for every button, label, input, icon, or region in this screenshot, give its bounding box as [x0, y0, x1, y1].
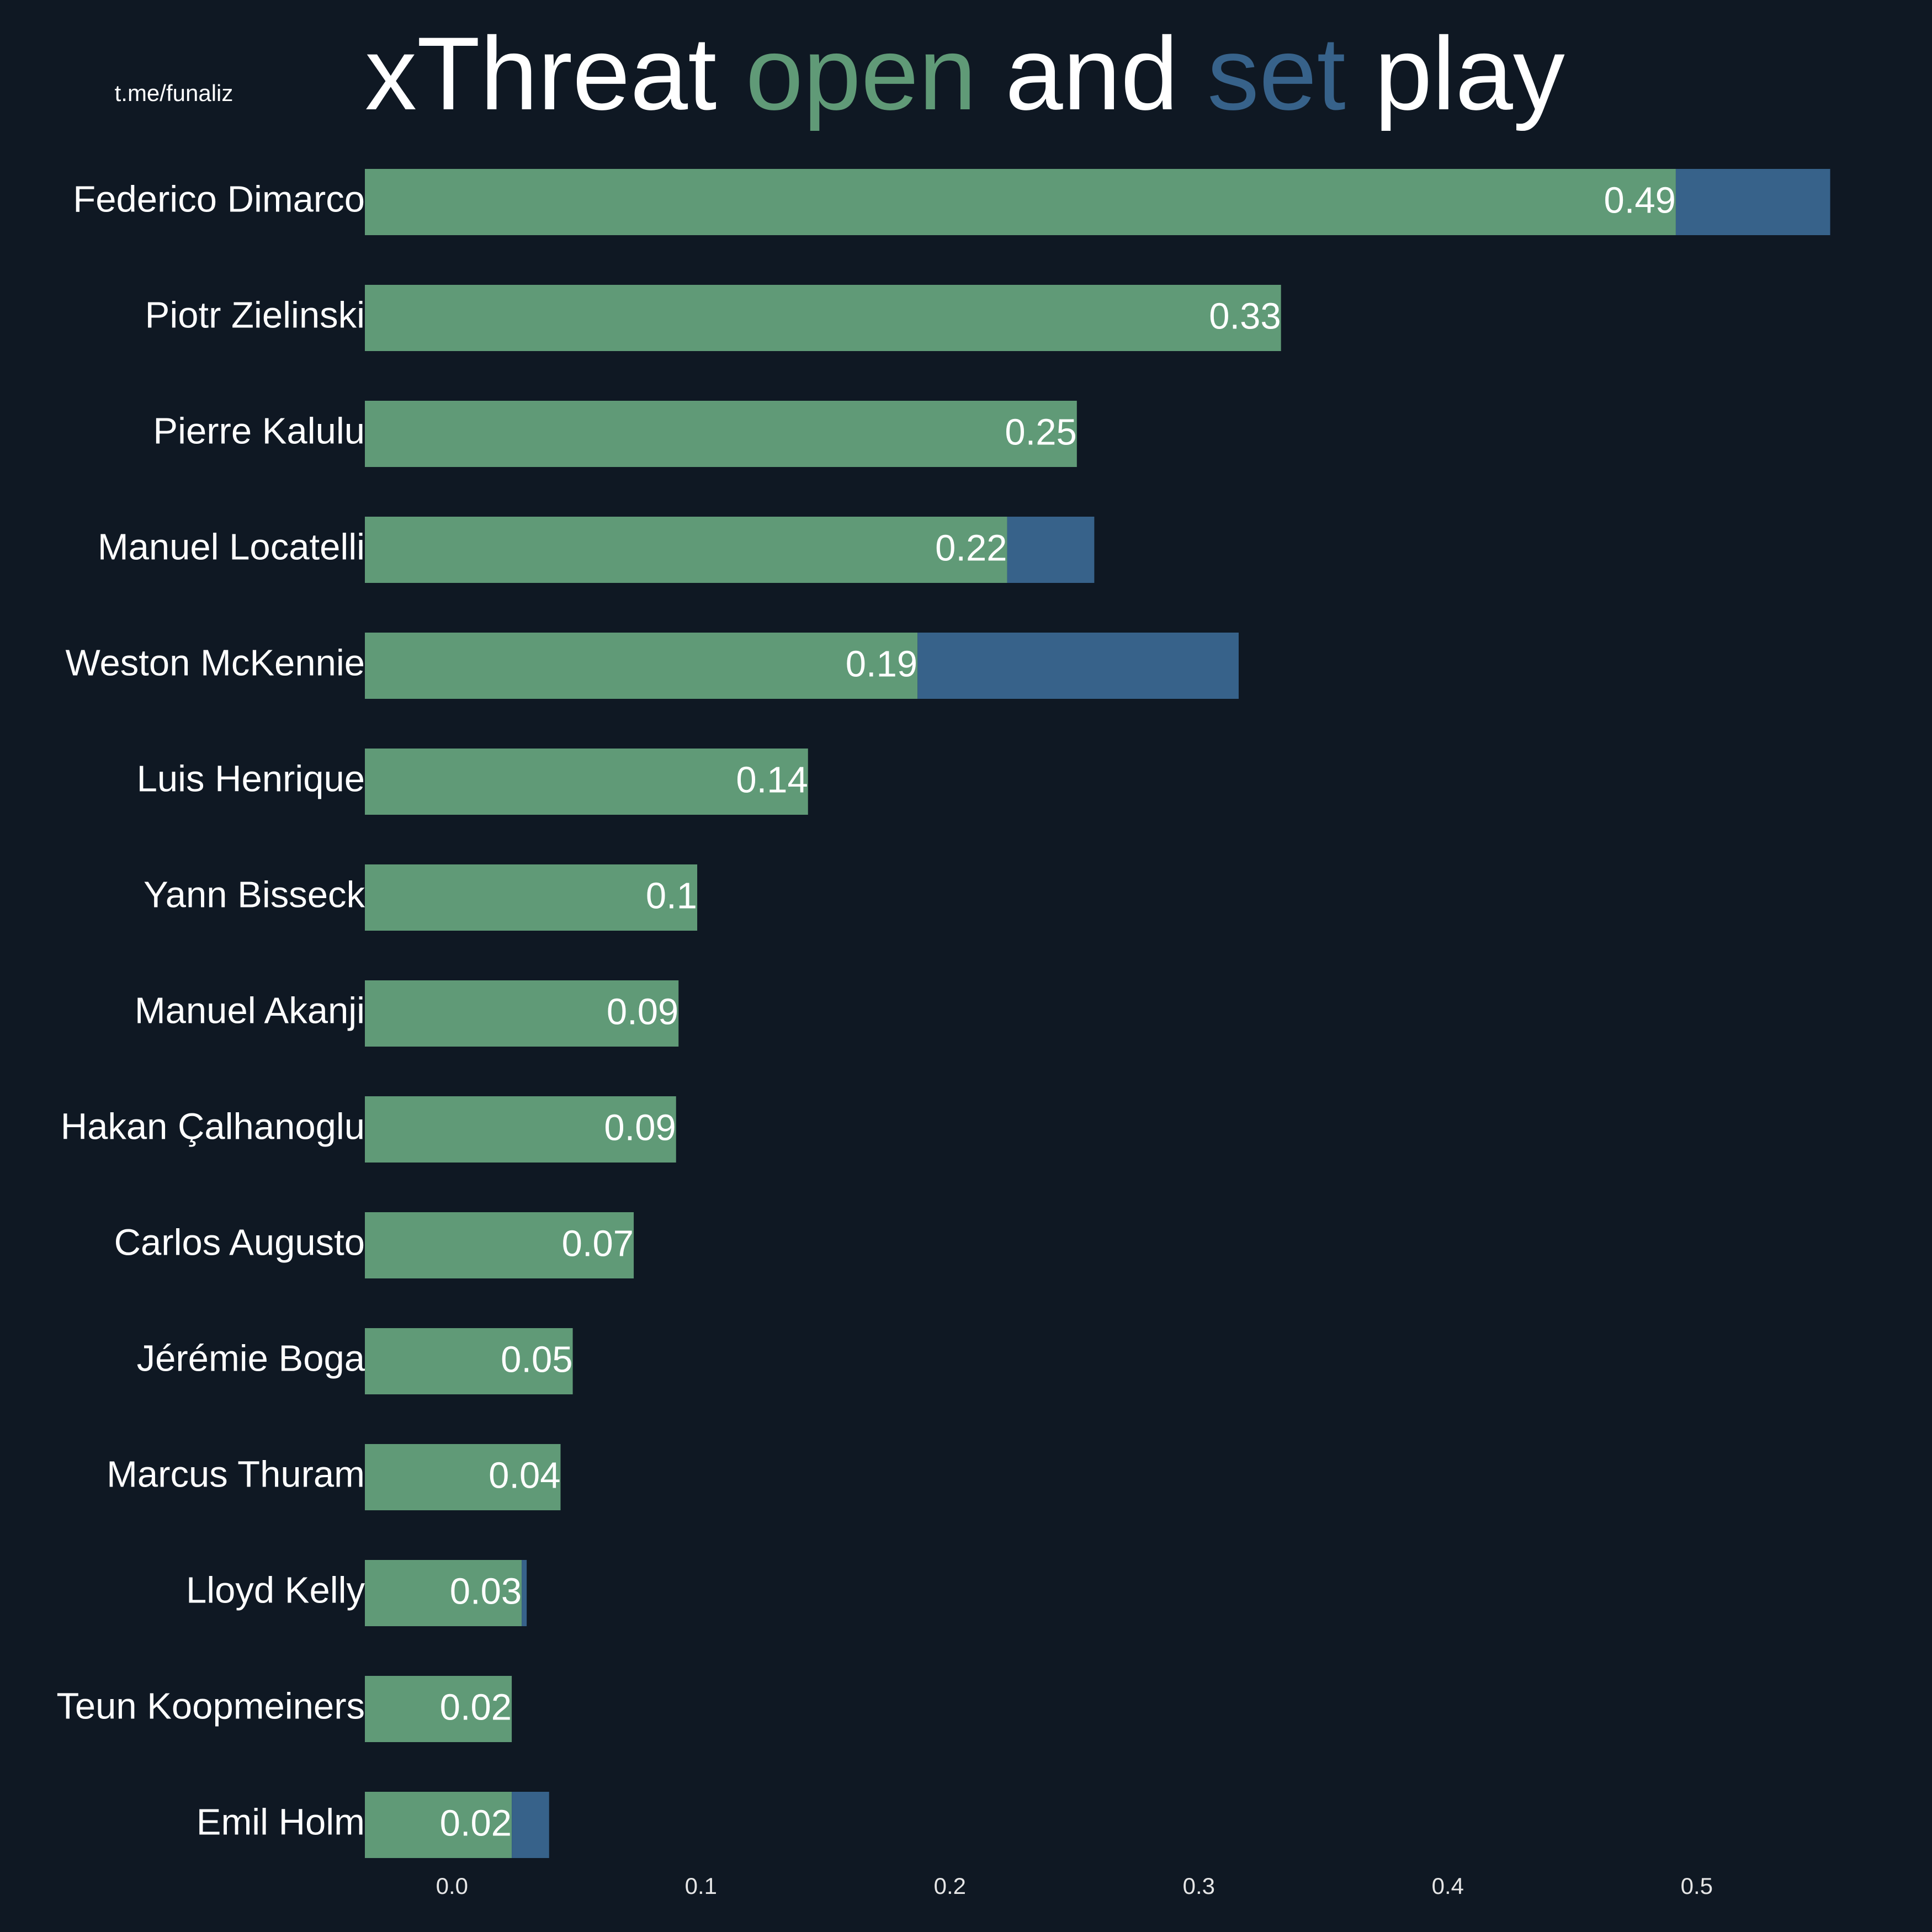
title-part: play — [1374, 15, 1565, 131]
y-tick-label: Hakan Çalhanoglu — [61, 1106, 365, 1148]
watermark: t.me/funaliz — [115, 80, 233, 106]
bar-set — [917, 633, 1239, 699]
y-tick-label: Luis Henrique — [137, 758, 365, 800]
bar-set — [512, 1792, 549, 1858]
bar-open — [365, 1560, 522, 1626]
y-tick-label: Pierre Kalulu — [153, 411, 365, 452]
bar-set — [522, 1560, 527, 1626]
value-label: 0.07 — [562, 1223, 634, 1265]
x-tick-label: 0.2 — [934, 1873, 966, 1899]
bar-open — [365, 1444, 561, 1510]
x-tick-label: 0.1 — [685, 1873, 717, 1899]
y-tick-label: Jérémie Boga — [137, 1338, 365, 1379]
value-label: 0.25 — [1005, 412, 1076, 453]
bar-set — [1007, 517, 1095, 583]
title-series-open: open — [746, 15, 976, 131]
value-label: 0.05 — [501, 1339, 572, 1381]
bar-open — [365, 1328, 573, 1394]
x-tick-label: 0.0 — [436, 1873, 468, 1899]
value-label: 0.04 — [489, 1455, 560, 1496]
y-tick-label: Yann Bisseck — [144, 874, 365, 916]
y-tick-label: Weston McKennie — [66, 643, 365, 684]
bar-open — [365, 517, 1007, 583]
bar-open — [365, 1676, 512, 1742]
y-tick-label: Lloyd Kelly — [186, 1570, 365, 1611]
bar-open — [365, 169, 1676, 235]
title-part: xThreat — [365, 15, 716, 131]
y-tick-label: Manuel Akanji — [135, 990, 365, 1032]
bar-open — [365, 1212, 634, 1278]
value-label: 0.03 — [450, 1571, 522, 1612]
bar-open — [365, 401, 1077, 467]
value-label: 0.09 — [604, 1107, 676, 1149]
x-tick-label: 0.4 — [1432, 1873, 1464, 1899]
y-tick-label: Federico Dimarco — [73, 179, 365, 220]
title-part: and — [1005, 15, 1179, 131]
value-label: 0.22 — [935, 528, 1007, 569]
bar-open — [365, 1792, 512, 1858]
value-label: 0.1 — [646, 875, 697, 917]
value-label: 0.09 — [607, 991, 678, 1033]
y-tick-label: Marcus Thuram — [107, 1454, 365, 1495]
value-label: 0.49 — [1604, 180, 1676, 221]
value-label: 0.02 — [440, 1687, 512, 1728]
y-tick-label: Teun Koopmeiners — [56, 1686, 365, 1727]
chart-title: xThreat open and set play — [365, 15, 1565, 131]
value-label: 0.02 — [440, 1803, 512, 1844]
value-label: 0.14 — [736, 760, 808, 801]
x-tick-label: 0.3 — [1183, 1873, 1215, 1899]
value-label: 0.33 — [1209, 296, 1281, 337]
bar-open — [365, 980, 679, 1047]
bar-open — [365, 864, 698, 931]
y-tick-label: Manuel Locatelli — [98, 527, 365, 568]
x-tick-label: 0.5 — [1681, 1873, 1713, 1899]
bar-open — [365, 749, 808, 815]
bar-open — [365, 1096, 676, 1163]
bar-open — [365, 285, 1281, 351]
bar-open — [365, 633, 918, 699]
y-tick-label: Carlos Augusto — [114, 1222, 365, 1264]
y-tick-label: Emil Holm — [197, 1802, 365, 1843]
bar-set — [1675, 169, 1830, 235]
y-tick-label: Piotr Zielinski — [145, 295, 365, 336]
title-series-set: set — [1207, 15, 1346, 131]
value-label: 0.19 — [846, 644, 917, 685]
